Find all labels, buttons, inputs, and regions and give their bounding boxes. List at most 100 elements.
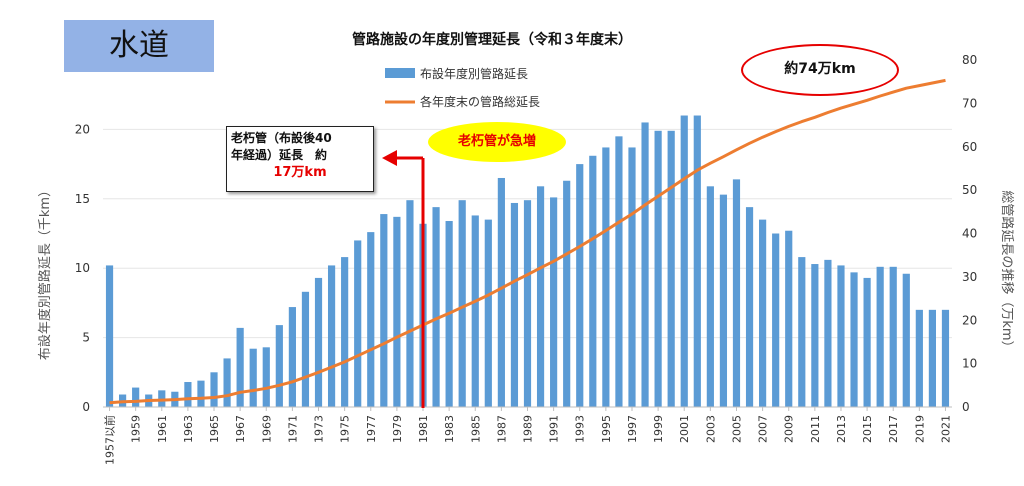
total-length-line: [109, 78, 946, 405]
bar: [641, 122, 649, 408]
x-tick-label: 1957以前: [103, 415, 117, 465]
bar: [928, 309, 936, 407]
bar: [824, 259, 832, 407]
y2-tick-label: 60: [962, 140, 977, 154]
bar: [484, 219, 492, 407]
bar: [706, 186, 714, 407]
x-tick-label: 1977: [365, 415, 378, 443]
y-tick-label: 5: [82, 331, 90, 345]
chart-title: 管路施設の年度別管理延長（令和３年度末）: [352, 31, 632, 48]
callout-line-2: 年経過）延長 約: [231, 148, 328, 162]
x-tick-label: 2011: [809, 415, 822, 443]
x-tick-label: 1983: [443, 415, 456, 443]
bar: [132, 387, 140, 407]
x-tick-label: 2001: [678, 415, 691, 443]
bar: [680, 115, 688, 408]
bar: [210, 372, 218, 407]
bar: [589, 155, 597, 407]
bar: [667, 130, 675, 407]
bar: [406, 200, 414, 407]
bar: [105, 265, 114, 407]
x-tick-label: 1995: [600, 415, 613, 443]
bar: [497, 177, 505, 407]
legend-bar-label: 布設年度別管路延長: [420, 66, 528, 81]
legend-line-label: 各年度末の管路総延長: [420, 94, 540, 109]
legend-bar-swatch: [385, 68, 415, 78]
bar: [902, 273, 910, 407]
x-tick-label: 1989: [522, 415, 535, 443]
bar: [367, 232, 375, 407]
x-tick-label: 2013: [835, 415, 848, 443]
x-tick-label: 1993: [574, 415, 587, 443]
bar: [693, 115, 701, 408]
y2-tick-label: 20: [962, 313, 977, 327]
left-axis-ticks: 0 5 10 15 20: [75, 122, 90, 414]
line-series: [109, 78, 946, 405]
x-tick-label: 1971: [286, 415, 299, 443]
x-tick-label: 1973: [313, 415, 326, 443]
bar: [471, 215, 479, 407]
x-tick-label: 1967: [234, 415, 247, 443]
x-tick-label: 2019: [913, 415, 926, 443]
bar: [915, 309, 923, 407]
y2-tick-label: 50: [962, 183, 977, 197]
y2-tick-label: 70: [962, 96, 977, 110]
y2-tick-label: 10: [962, 357, 977, 371]
y-tick-label: 15: [75, 192, 90, 206]
bar: [785, 230, 793, 407]
bar: [576, 164, 584, 407]
callout-line-1: 老朽管（布設後40: [231, 131, 332, 145]
bar: [458, 200, 466, 407]
bar: [262, 347, 270, 407]
old-pipe-arrow: [382, 150, 425, 408]
bar: [602, 147, 610, 407]
bar: [510, 202, 519, 407]
bar: [745, 207, 754, 407]
bar: [772, 233, 780, 407]
x-tick-label: 1997: [626, 415, 639, 443]
bar: [341, 257, 349, 407]
x-tick-label: 1961: [156, 415, 169, 443]
bar: [354, 240, 362, 407]
bar: [719, 194, 728, 407]
legend: 布設年度別管路延長 各年度末の管路総延長: [385, 66, 540, 109]
y2-tick-label: 0: [962, 400, 970, 414]
bar: [837, 265, 845, 407]
x-tick-label: 1985: [469, 415, 482, 443]
bar: [759, 219, 767, 407]
bar: [811, 264, 819, 407]
bar: [236, 327, 244, 407]
y-tick-label: 20: [75, 122, 90, 136]
x-tick-label: 2009: [783, 415, 796, 443]
bar: [301, 291, 310, 407]
bar: [863, 277, 871, 407]
bar: [523, 200, 532, 407]
bar: [288, 307, 296, 407]
x-tick-label: 2017: [887, 415, 900, 443]
bar: [628, 147, 636, 407]
bar: [563, 180, 571, 407]
bar: [536, 186, 545, 407]
y2-axis-label: 総管路延長の推移（万km）: [999, 190, 1015, 353]
x-tick-label: 1981: [417, 415, 430, 443]
bar: [615, 136, 623, 407]
rapid-increase-bubble: 老朽管が急増: [428, 122, 566, 162]
y2-tick-label: 80: [962, 53, 977, 67]
y-tick-label: 0: [82, 400, 90, 414]
right-axis-ticks: 0 10 20 30 40 50 60 70 80: [962, 53, 977, 414]
bar: [275, 325, 283, 407]
x-tick-label: 1999: [652, 415, 665, 443]
x-tick-label: 1987: [495, 415, 508, 443]
x-tick-label: 1959: [130, 415, 143, 443]
x-tick-label: 2003: [704, 415, 717, 443]
y2-tick-label: 40: [962, 227, 977, 241]
x-tick-label: 1963: [182, 415, 195, 443]
x-tick-label: 1965: [208, 415, 221, 443]
x-tick-label: 1969: [260, 415, 273, 443]
x-tick-label: 1979: [391, 415, 404, 443]
x-tick-label: 2021: [939, 415, 952, 443]
x-tick-label: 1991: [548, 415, 561, 443]
bar: [732, 179, 741, 407]
bar: [314, 277, 323, 407]
